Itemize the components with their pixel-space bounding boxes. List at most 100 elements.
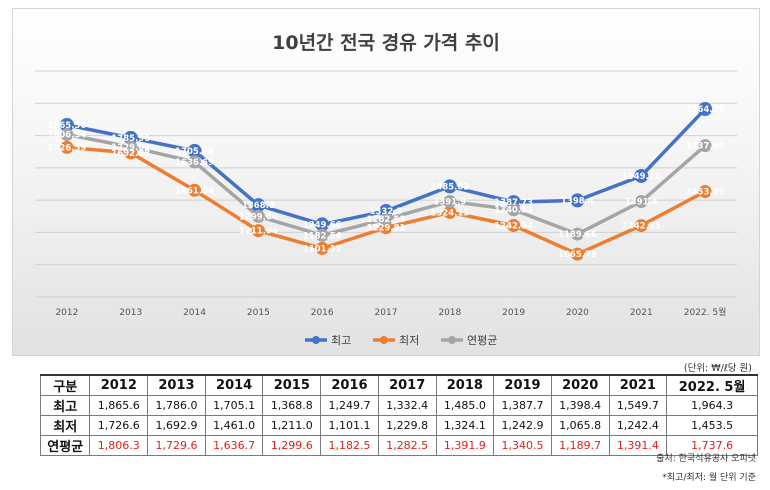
data-point [379,212,393,226]
table-row: 최고 1,865.6 1,786.0 1,705.1 1,368.8 1,249.7 1,3… [39,395,758,416]
x-tick-label: 2020 [566,308,589,318]
table-row-label: 연평균 [39,435,91,456]
data-point [251,224,265,238]
data-label: 1636.69 [175,158,214,168]
data-label: 1391.4 [625,198,658,208]
data-label: 1182.54 [303,231,342,241]
x-tick-label: 2012 [55,308,78,318]
chart-panel: 10년간 전국 경유 가격 추이 1865.56 1785.96 1705.08 13… [12,8,760,356]
data-point [442,179,457,194]
table-header-cell: 2012 [89,374,149,396]
data-point [634,195,648,209]
legend-item-0: 최고 [305,334,351,347]
data-label: 1211.04 [239,227,278,237]
table-header-cell: 2016 [320,374,379,396]
data-point [60,128,74,142]
data-point [698,139,712,153]
legend-item-2: 연평균 [441,334,497,347]
x-tick-label: 2017 [375,308,398,318]
data-label: 1282.53 [367,215,406,225]
series-line-1 [66,145,706,256]
legend-swatch-marker [312,336,320,344]
legend-swatch-marker [448,336,456,344]
table-cell: 1,806.3 [89,435,149,456]
data-point [315,217,330,232]
table-cell: 1,549.7 [608,395,668,416]
data-point [123,130,138,145]
data-point [570,227,584,241]
data-point [634,168,649,183]
table-row-label: 최저 [39,415,91,436]
table-cell: 1,737.6 [666,435,758,456]
table-header-cell: 구분 [39,374,91,396]
table-cell: 1,705.1 [204,395,264,416]
data-point [443,205,457,219]
legend-label: 최저 [399,334,419,347]
data-label: 1299.64 [239,212,278,222]
data-label: 1387.73 [494,198,533,208]
data-label: 1485.02 [430,182,469,192]
data-label: 1453.53 [686,188,725,198]
table-cell: 1,726.6 [89,415,149,436]
data-point [698,185,712,199]
footnote: *최고/최저: 월 단위 기준 [662,473,756,483]
table-cell: 1,282.5 [377,435,437,456]
table-header-cell: 2018 [435,374,495,396]
data-point [187,143,202,158]
table-cell: 1,189.7 [550,435,610,456]
table-cell: 1,398.4 [550,395,610,416]
data-label: 1461.04 [175,186,214,196]
data-label: 1705.08 [175,147,214,157]
x-tick-label: 2021 [630,308,653,318]
legend-label: 최고 [331,334,351,347]
data-point [634,219,648,233]
legend: 최고 최저 연평균 [305,334,497,347]
data-label: 1964.28 [686,105,725,115]
data-point [59,117,74,132]
table-cell: 1,786.0 [147,395,206,416]
data-point [251,198,266,213]
table-cell: 1,332.4 [377,395,437,416]
table-cell: 1,324.1 [435,415,495,436]
data-label: 1737.56 [686,142,725,152]
data-label: 1729.62 [111,143,150,153]
data-label: 1065.78 [558,250,597,260]
table-cell: 1,387.7 [493,395,552,416]
table-cell: 1,101.1 [320,415,379,436]
data-label: 1865.56 [48,121,87,131]
table-cell: 1,368.8 [262,395,322,416]
table-header-cell: 2015 [262,374,322,396]
data-label: 1101.12 [303,244,342,254]
table-cell: 1,391.9 [435,435,495,456]
table-cell: 1,182.5 [320,435,379,456]
x-tick-label: 2019 [502,308,525,318]
data-point [188,155,202,169]
table-header-cell: 2017 [377,374,437,396]
data-point [188,183,202,197]
data-label: 1398.4 [561,196,594,206]
data-point [698,102,713,117]
unit-note: (단위: ₩/ℓ당 원) [683,363,752,374]
x-tick-label: 2018 [438,308,461,318]
data-label: 1391.9 [433,197,466,207]
table-header-row: 구분 2012 2013 2014 2015 2016 2017 2018 2019 2020 20… [39,374,758,396]
data-point [315,241,329,255]
table-cell: 1,211.0 [262,415,322,436]
table-header-cell: 2019 [493,374,552,396]
table-header-cell: 2021 [608,374,668,396]
x-tick-label: 2022. 5월 [684,306,727,318]
data-label: 1242.35 [622,222,661,232]
data-point [507,203,521,217]
x-tick-label: 2013 [119,308,142,318]
price-table: 구분 2012 2013 2014 2015 2016 2017 2018 2019 2020 20… [39,374,758,456]
x-axis-ticks: 2012 2013 2014 2015 2016 2017 2018 2019 2020 2021… [55,306,726,318]
table-cell: 1,461.0 [204,415,264,436]
data-point [315,228,329,242]
legend-label: 연평균 [467,334,497,347]
data-label: 1324.13 [430,208,469,218]
table-row-label: 최고 [39,395,91,416]
data-point [251,209,265,223]
x-tick-label: 2015 [247,308,270,318]
table-cell: 1,242.4 [608,415,668,436]
data-label: 1692.88 [111,149,150,159]
